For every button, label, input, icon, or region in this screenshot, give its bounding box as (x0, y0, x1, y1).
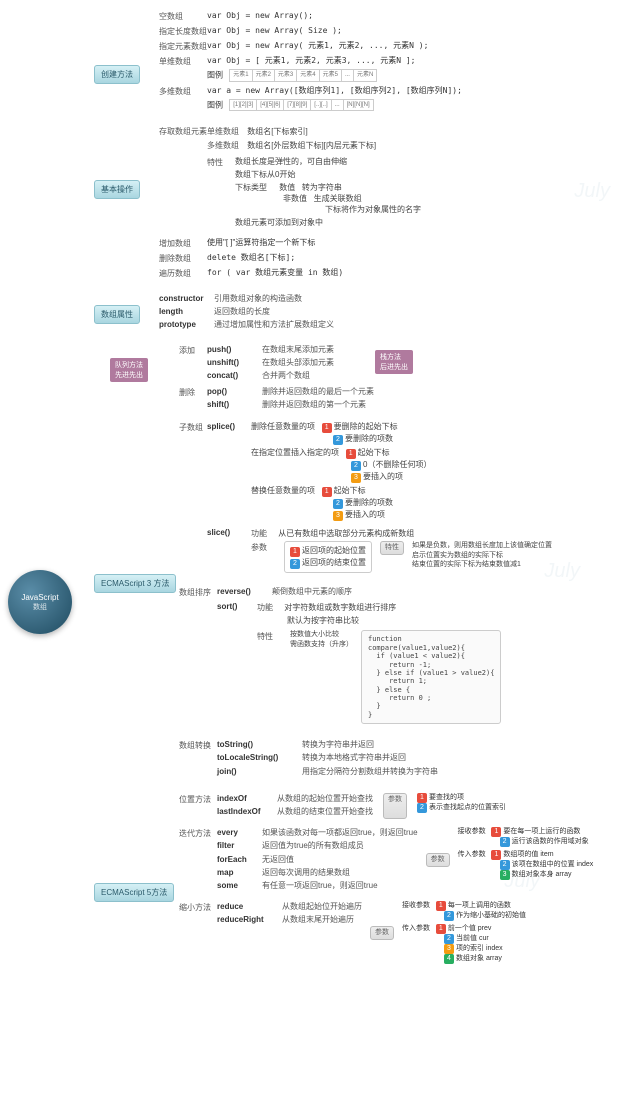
label-multi: 多维数组 (159, 85, 207, 97)
multi-array-cells: [1][2][3] [4][5][6] [7][8][9] [..][..] .… (229, 99, 373, 111)
section-ecma3-title: ECMAScript 3 方法 (94, 574, 176, 593)
code-multi: var a = new Array([数组序列1], [数组序列2], [数组序… (207, 85, 636, 96)
queue-note: 队列方法 先进先出 (110, 358, 148, 382)
label-single: 单维数组 (159, 55, 207, 67)
label-elements: 指定元素数组 (159, 40, 207, 52)
single-array-cells: 元素1 元素2 元素3 元素4 元素5 ... 元素N (229, 69, 377, 81)
code-elements: var Obj = new Array( 元素1, 元素2, ..., 元素N … (207, 40, 636, 51)
root-subtitle: 数组 (33, 602, 47, 612)
section-ecma5: ECMAScript 5方法 位置方法 indexOf从数组的起始位置开始查找 … (94, 793, 636, 964)
section-props-title: 数组属性 (94, 305, 140, 324)
section-basic-title: 基本操作 (94, 180, 140, 199)
label-sized: 指定长度数组 (159, 25, 207, 37)
root-node: JavaScript 数组 (8, 570, 72, 634)
section-basic: 基本操作 存取数组元素 单维数组 数组名[下标索引] 多维数组 数组名[外层数组… (94, 125, 636, 279)
traits-label: 特性 (207, 156, 235, 168)
section-create-title: 创建方法 (94, 65, 140, 84)
code-empty: var Obj = new Array(); (207, 10, 636, 21)
code-single: var Obj = [ 元素1, 元素2, 元素3, ..., 元素N ]; (207, 55, 636, 66)
label-access: 存取数组元素 (159, 125, 207, 137)
code-sized: var Obj = new Array( Size ); (207, 25, 636, 36)
sort-compare-code: function compare(value1,value2){ if (val… (361, 630, 501, 724)
section-create: 创建方法 空数组var Obj = new Array(); 指定长度数组var… (94, 10, 636, 111)
section-ecma5-title: ECMAScript 5方法 (94, 883, 174, 902)
root-title: JavaScript (21, 593, 58, 602)
section-props: 数组属性 constructor引用数组对象的构造函数 length返回数组的长… (94, 293, 636, 330)
mindmap-container: JavaScript 数组 July July July 创建方法 空数组var… (0, 0, 640, 988)
label-empty: 空数组 (159, 10, 207, 22)
example-label-multi: 图例 (207, 100, 223, 109)
section-ecma3: ECMAScript 3 方法 队列方法 先进先出 栈方法 后进先出 添加 pu… (94, 344, 636, 779)
example-label: 图例 (207, 71, 223, 80)
